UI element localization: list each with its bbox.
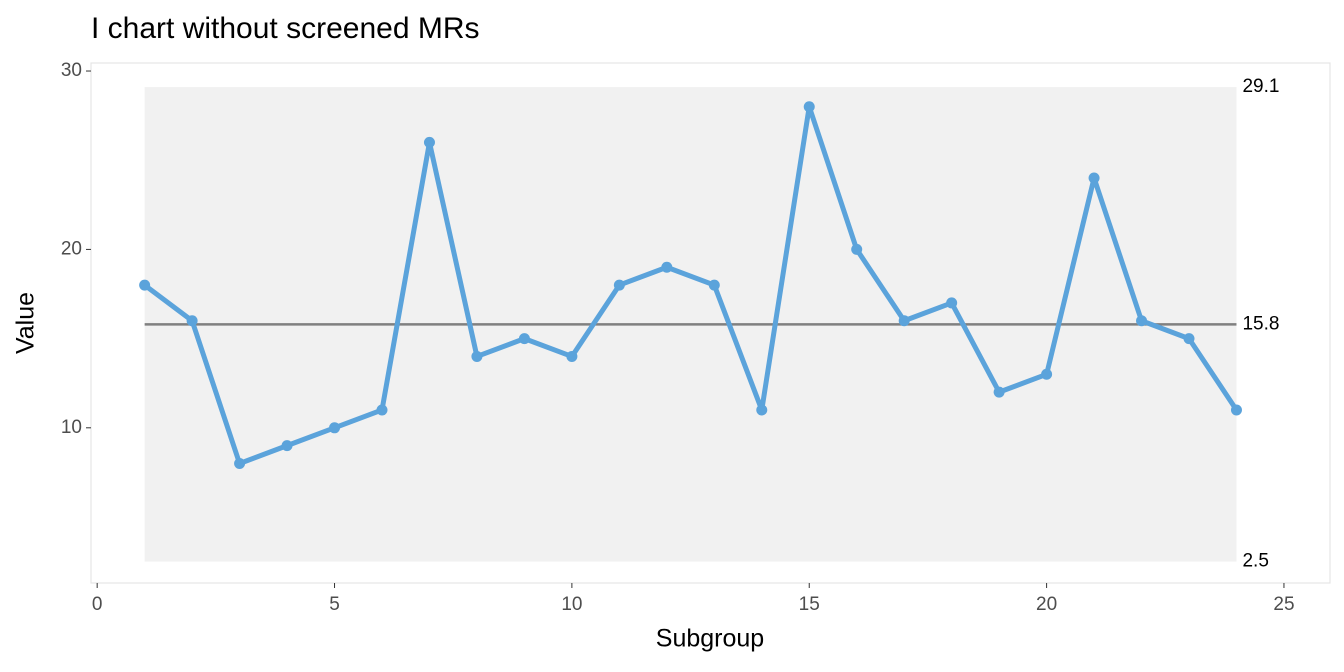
x-tick-label: 0 — [92, 594, 103, 615]
data-point — [851, 243, 863, 255]
center-label: 15.8 — [1242, 313, 1279, 334]
x-tick-label: 10 — [561, 594, 582, 615]
data-point — [708, 279, 720, 291]
data-point — [566, 350, 578, 362]
data-point — [329, 422, 341, 434]
data-point — [898, 315, 910, 327]
panel-border — [90, 62, 1331, 584]
data-point — [1088, 172, 1100, 184]
data-point — [613, 279, 625, 291]
y-tick-label: 20 — [61, 238, 82, 259]
upper-limit-label: 29.1 — [1242, 76, 1279, 97]
x-axis-label: Subgroup — [656, 625, 764, 653]
series-line — [143, 104, 1239, 466]
data-point — [139, 279, 151, 291]
data-point — [946, 297, 958, 309]
data-point — [1136, 315, 1148, 327]
data-point — [1041, 368, 1053, 380]
data-point — [661, 261, 673, 273]
data-point — [376, 404, 388, 416]
x-tick-label: 5 — [329, 594, 340, 615]
chart-title: I chart without screened MRs — [91, 12, 480, 45]
data-point — [186, 315, 198, 327]
data-point — [803, 101, 815, 113]
data-point — [281, 440, 293, 452]
x-tick-label: 15 — [799, 594, 820, 615]
data-point — [1230, 404, 1242, 416]
x-tick-label: 20 — [1036, 594, 1057, 615]
x-tick-label: 25 — [1273, 594, 1294, 615]
data-point — [756, 404, 768, 416]
data-point — [234, 457, 246, 469]
data-point — [993, 386, 1005, 398]
data-point — [1183, 333, 1195, 345]
lower-limit-label: 2.5 — [1242, 551, 1268, 572]
data-point — [423, 136, 435, 148]
y-tick-label: 10 — [61, 417, 82, 438]
data-point — [471, 350, 483, 362]
y-axis-label: Value — [12, 292, 40, 354]
data-point — [518, 333, 530, 345]
y-tick-label: 30 — [61, 60, 82, 81]
